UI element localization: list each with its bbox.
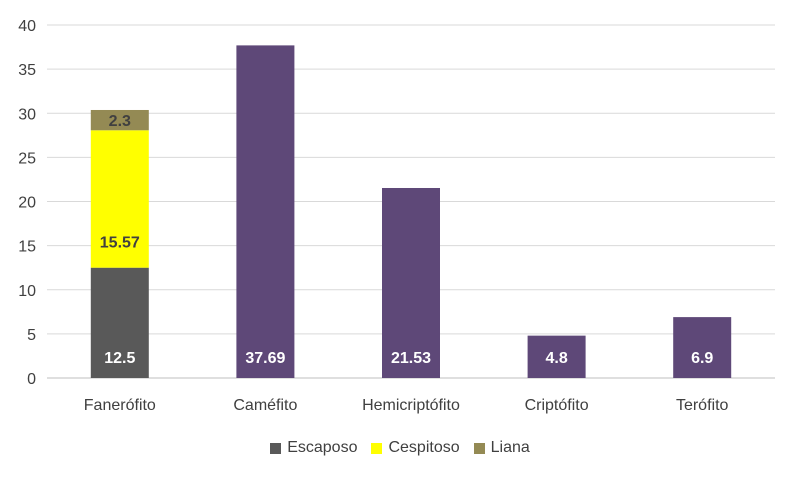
bar-segment (382, 187, 440, 378)
y-tick-label: 30 (18, 106, 36, 123)
bar-segment (90, 267, 149, 378)
x-axis: Faneróﬁto Caméﬁto Hemicriptóﬁto Criptóﬁto Te… (84, 397, 729, 414)
data-label: 4.8 (545, 350, 567, 367)
data-label: 21.53 (391, 350, 431, 367)
legend-label: Cespitoso (388, 439, 460, 456)
bar-segment (527, 335, 586, 378)
legend-label: Liana (490, 439, 530, 456)
data-labels: 12.5 15.57 2.3 37.69 21.53 4.8 6.9 (100, 113, 714, 367)
legend-label: Escaposo (287, 439, 358, 456)
data-label: 37.69 (245, 350, 285, 367)
data-label: 6.9 (691, 350, 713, 367)
x-tick-label: Faneróﬁto (84, 397, 156, 414)
legend-item: Cespitoso (371, 439, 460, 457)
y-tick-label: 5 (27, 327, 36, 344)
x-tick-label: Hemicriptóﬁto (362, 397, 460, 414)
legend-item: Liana (473, 439, 530, 457)
y-tick-label: 35 (18, 62, 36, 79)
bar-segment (236, 45, 295, 379)
bar-segment (90, 130, 149, 268)
y-tick-label: 40 (18, 18, 36, 35)
bar-segment (673, 317, 732, 378)
y-tick-label: 10 (18, 283, 36, 300)
legend-swatch (473, 442, 485, 454)
y-tick-label: 0 (27, 371, 36, 388)
bar-segment (90, 109, 149, 131)
x-tick-label: Criptóﬁto (525, 397, 589, 414)
y-tick-label: 20 (18, 195, 36, 212)
bars (90, 45, 732, 379)
legend: Escaposo Cespitoso Liana (0, 436, 800, 460)
x-tick-label: Teróﬁto (676, 397, 729, 414)
y-tick-label: 25 (18, 150, 36, 167)
data-label: 12.5 (104, 350, 135, 367)
data-label: 2.3 (109, 113, 131, 130)
legend-swatch (270, 442, 282, 454)
data-label: 15.57 (100, 235, 140, 252)
y-axis: 0 5 10 15 20 25 30 35 40 (18, 18, 36, 388)
y-tick-label: 15 (18, 239, 36, 256)
legend-swatch (371, 442, 383, 454)
x-tick-label: Caméﬁto (233, 397, 297, 414)
legend-item: Escaposo (270, 439, 357, 457)
